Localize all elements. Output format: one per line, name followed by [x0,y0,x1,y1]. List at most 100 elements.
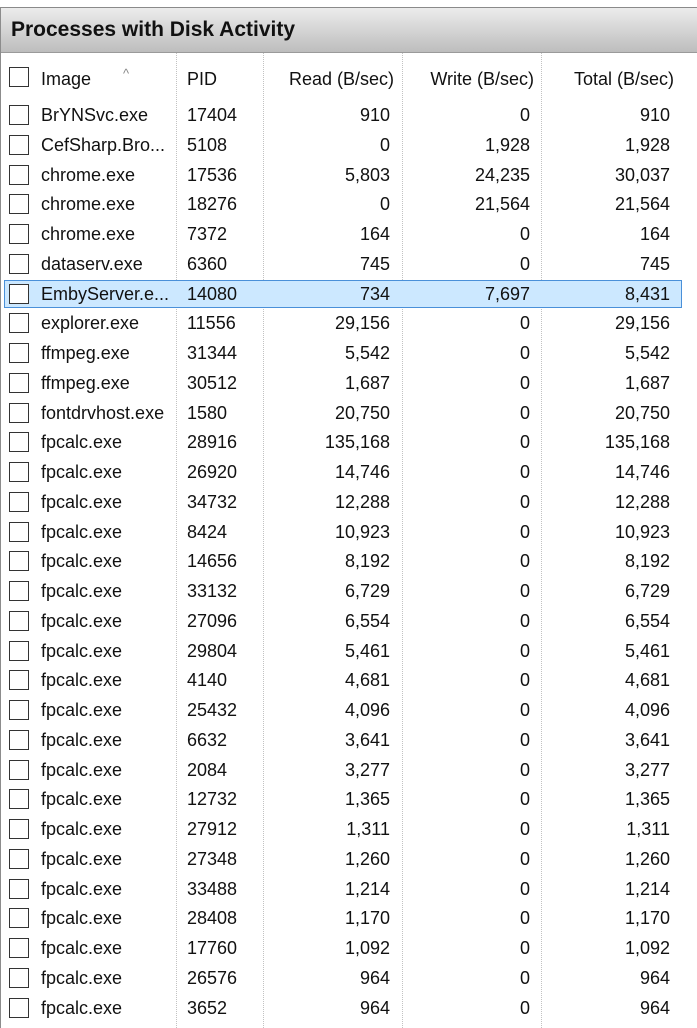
table-row[interactable]: fpcalc.exe 2084 3,277 0 3,277 [1,756,697,786]
table-row[interactable]: dataserv.exe 6360 745 0 745 [1,250,697,280]
row-checkbox[interactable] [9,491,29,512]
row-checkbox[interactable] [9,432,29,453]
row-checkbox[interactable] [9,164,29,185]
row-checkbox[interactable] [9,224,29,244]
table-row[interactable]: fpcalc.exe 25432 4,096 0 4,096 [1,696,697,726]
read-cell: 4,096 [344,700,390,720]
row-checkbox[interactable] [9,789,29,810]
row-checkbox[interactable] [9,402,29,423]
table-row[interactable]: fpcalc.exe 34732 12,288 0 12,288 [1,488,697,518]
row-checkbox[interactable] [9,610,29,631]
row-checkbox[interactable] [9,819,29,839]
pid-cell: 34732 [187,491,238,512]
total-cell: 12,288 [614,491,670,512]
row-checkbox[interactable] [9,908,29,929]
image-cell: fpcalc.exe [41,819,123,839]
total-cell: 964 [639,967,670,988]
row-checkbox[interactable] [9,670,29,691]
image-cell: ffmpeg.exe [41,372,130,393]
row-checkbox[interactable] [9,759,29,780]
total-cell: 745 [639,253,670,274]
row-checkbox[interactable] [9,134,29,155]
row-checkbox[interactable] [9,283,29,304]
table-row[interactable]: fpcalc.exe 27912 1,311 0 1,311 [1,815,697,845]
table-row[interactable]: chrome.exe 18276 0 21,564 21,564 [1,190,697,220]
table-row[interactable]: explorer.exe 11556 29,156 0 29,156 [1,309,697,339]
pid-cell: 33488 [187,878,238,899]
row-checkbox[interactable] [9,848,29,869]
table-row[interactable]: fpcalc.exe 27348 1,260 0 1,260 [1,845,697,875]
total-cell: 135,168 [604,432,670,453]
image-cell: fpcalc.exe [41,997,123,1018]
write-cell: 0 [519,551,530,572]
write-cell: 0 [519,105,530,125]
write-cell: 0 [519,491,530,512]
pid-cell: 27912 [187,819,238,839]
read-cell: 734 [359,283,390,304]
row-checkbox[interactable] [9,253,29,274]
row-checkbox[interactable] [9,313,29,334]
image-cell: chrome.exe [41,194,136,215]
read-cell: 1,170 [344,908,390,929]
row-checkbox[interactable] [9,521,29,542]
table-row[interactable]: fpcalc.exe 28916 135,168 0 135,168 [1,428,697,458]
read-cell: 745 [359,253,390,274]
table-row[interactable]: fpcalc.exe 17760 1,092 0 1,092 [1,934,697,964]
row-checkbox[interactable] [9,700,29,720]
table-row[interactable]: fpcalc.exe 27096 6,554 0 6,554 [1,607,697,637]
row-checkbox[interactable] [9,372,29,393]
table-row[interactable]: EmbyServer.e... 14080 734 7,697 8,431 [1,279,697,310]
table-row[interactable]: fpcalc.exe 33132 6,729 0 6,729 [1,577,697,607]
row-checkbox[interactable] [9,105,29,125]
row-checkbox[interactable] [9,997,29,1018]
column-header-total[interactable]: Total (B/sec) [573,69,674,89]
write-cell: 21,564 [474,194,530,215]
row-checkbox[interactable] [9,729,29,750]
write-cell: 0 [519,938,530,958]
table-row[interactable]: fpcalc.exe 26920 14,746 0 14,746 [1,458,697,488]
row-checkbox[interactable] [9,640,29,661]
table-row[interactable]: fpcalc.exe 12732 1,365 0 1,365 [1,785,697,815]
row-checkbox[interactable] [9,343,29,363]
row-checkbox[interactable] [9,551,29,572]
row-checkbox[interactable] [9,581,29,601]
column-header-read[interactable]: Read (B/sec) [288,69,394,89]
row-checkbox[interactable] [9,967,29,988]
row-checkbox[interactable] [9,462,29,482]
select-all-checkbox[interactable] [9,67,29,87]
table-row[interactable]: ffmpeg.exe 30512 1,687 0 1,687 [1,369,697,399]
total-cell: 1,687 [624,372,670,393]
column-header-write[interactable]: Write (B/sec) [430,69,534,89]
table-row[interactable]: chrome.exe 17536 5,803 24,235 30,037 [1,161,697,191]
table-row[interactable]: fpcalc.exe 28408 1,170 0 1,170 [1,904,697,934]
column-header-pid[interactable]: PID [187,69,218,89]
table-row[interactable]: fpcalc.exe 14656 8,192 0 8,192 [1,547,697,577]
column-divider [176,53,178,1028]
column-header-image[interactable]: ^ Image [41,66,130,89]
row-checkbox[interactable] [9,194,29,215]
total-cell: 1,214 [624,878,670,899]
table-row[interactable]: fpcalc.exe 4140 4,681 0 4,681 [1,666,697,696]
table-row[interactable]: fpcalc.exe 29804 5,461 0 5,461 [1,637,697,667]
table-row[interactable]: ffmpeg.exe 31344 5,542 0 5,542 [1,339,697,369]
total-cell: 21,564 [614,194,670,215]
selected-row-highlight [4,279,682,308]
table-row[interactable]: chrome.exe 7372 164 0 164 [1,220,697,250]
read-cell: 135,168 [324,432,390,453]
write-cell: 0 [519,700,530,720]
table-row[interactable]: fpcalc.exe 3652 964 0 964 [1,994,697,1024]
sort-ascending-icon: ^ [123,66,130,81]
table-row[interactable]: fontdrvhost.exe 1580 20,750 0 20,750 [1,399,697,429]
table-row[interactable]: fpcalc.exe 33488 1,214 0 1,214 [1,875,697,905]
table-row[interactable]: fpcalc.exe 6632 3,641 0 3,641 [1,726,697,756]
image-cell: fpcalc.exe [41,640,123,661]
table-row[interactable]: fpcalc.exe 8424 10,923 0 10,923 [1,518,697,548]
table-row[interactable]: CefSharp.Bro... 5108 0 1,928 1,928 [1,131,697,161]
table-row[interactable]: fpcalc.exe 26576 964 0 964 [1,964,697,994]
write-cell: 0 [519,670,530,691]
row-checkbox[interactable] [9,878,29,899]
image-cell: fpcalc.exe [41,432,123,453]
row-checkbox[interactable] [9,938,29,958]
write-cell: 1,928 [484,134,530,155]
table-row[interactable]: BrYNSvc.exe 17404 910 0 910 [1,101,697,131]
